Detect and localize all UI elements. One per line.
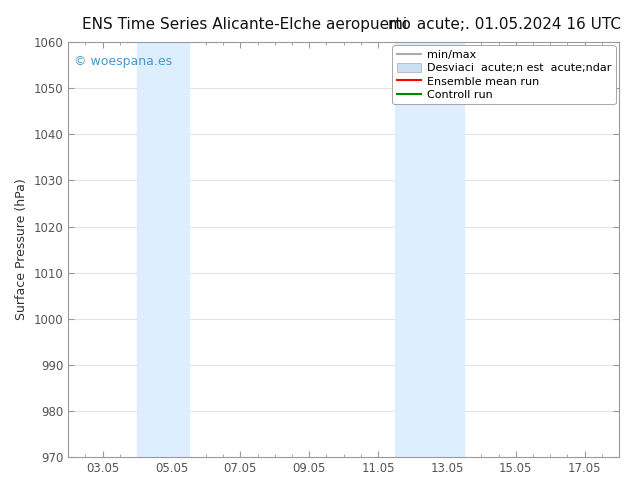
Legend: min/max, Desviaci  acute;n est  acute;ndar, Ensemble mean run, Controll run: min/max, Desviaci acute;n est acute;ndar…: [392, 46, 616, 104]
Bar: [137, 42, 189, 457]
Text: ENS Time Series Alicante-Elche aeropuerto: ENS Time Series Alicante-Elche aeropuert…: [82, 17, 411, 32]
Text: © woespana.es: © woespana.es: [74, 54, 172, 68]
Text: mi  acute;. 01.05.2024 16 UTC: mi acute;. 01.05.2024 16 UTC: [388, 17, 621, 32]
Bar: [395, 42, 464, 457]
Y-axis label: Surface Pressure (hPa): Surface Pressure (hPa): [15, 179, 28, 320]
